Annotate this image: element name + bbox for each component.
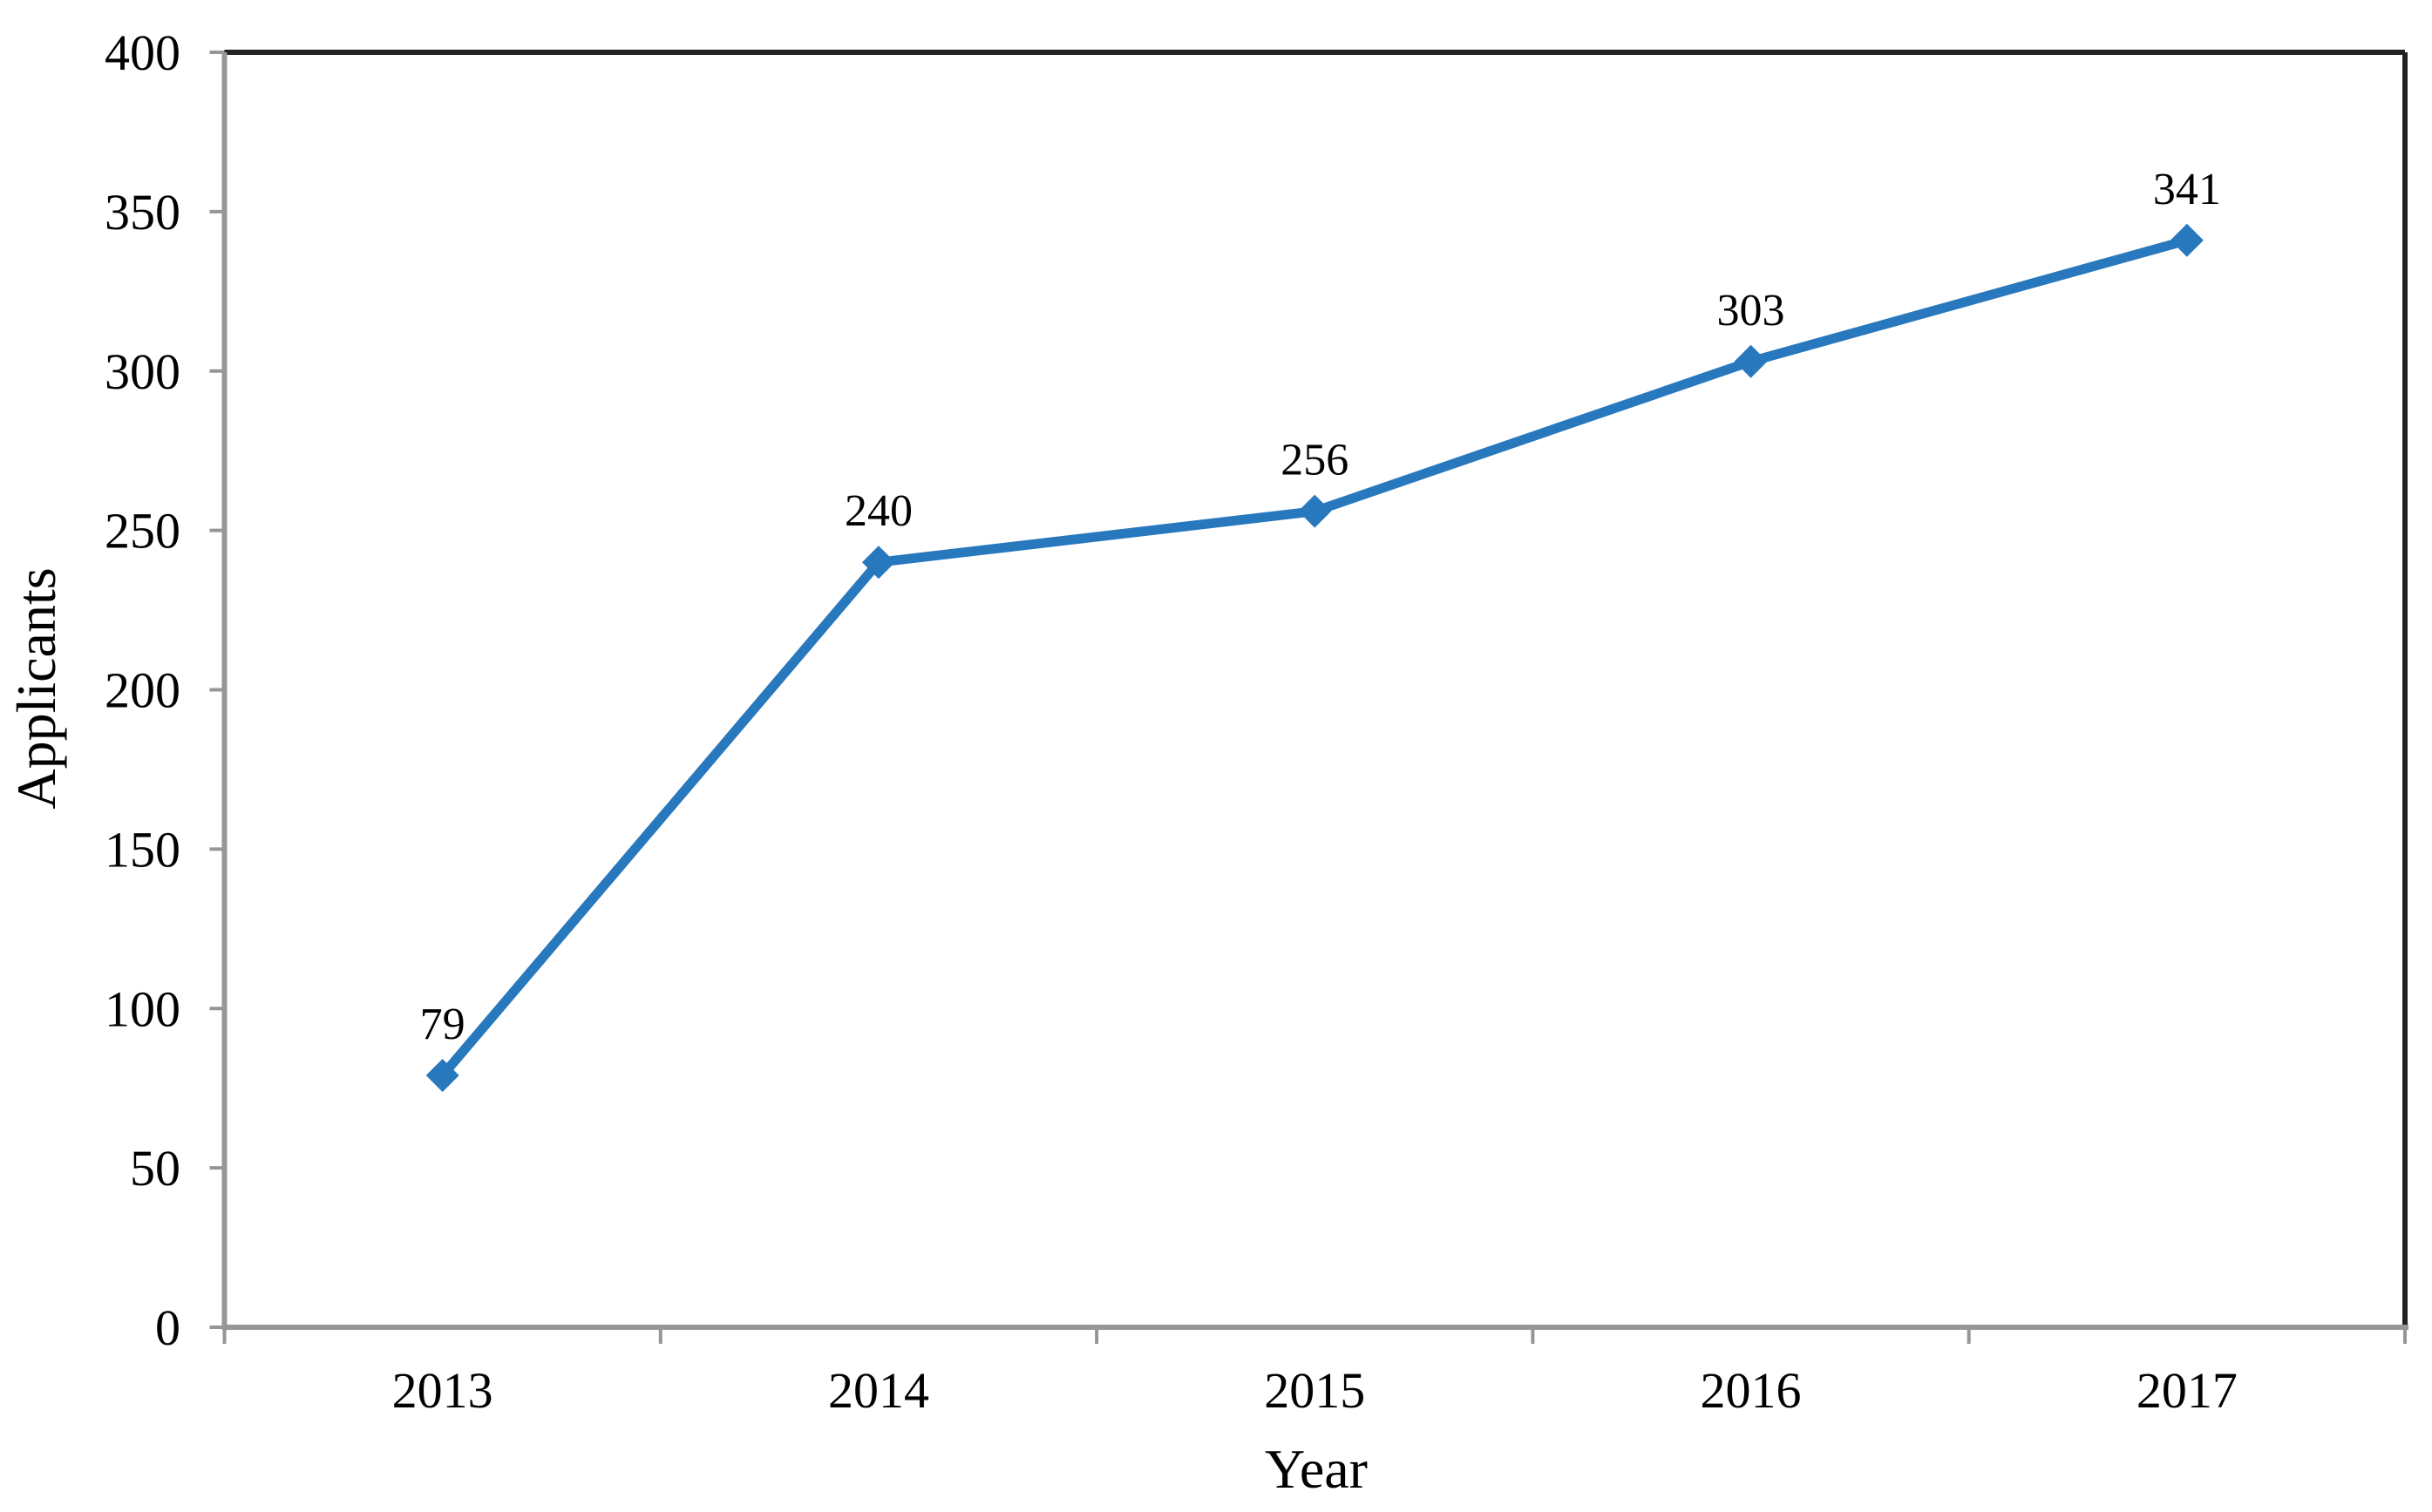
data-point-label: 256: [1281, 436, 1348, 485]
x-tick-label: 2016: [1701, 1362, 1802, 1419]
y-tick-label: 200: [105, 662, 180, 719]
data-point-marker: [1734, 344, 1768, 378]
data-point-label: 303: [1717, 286, 1785, 336]
data-point-marker: [2170, 223, 2204, 257]
y-tick-label: 350: [105, 184, 180, 241]
x-axis-title: Year: [1265, 1438, 1368, 1500]
y-tick-label: 50: [130, 1140, 180, 1197]
y-tick-label: 300: [105, 343, 180, 400]
x-tick-label: 2013: [392, 1362, 493, 1419]
data-point-label: 240: [845, 486, 913, 536]
x-tick-label: 2015: [1264, 1362, 1365, 1419]
data-point-marker: [861, 546, 895, 580]
data-point-marker: [425, 1059, 459, 1093]
y-tick-label: 250: [105, 503, 180, 559]
data-point-label: 79: [420, 1000, 465, 1049]
x-tick-label: 2014: [828, 1362, 929, 1419]
series-line: [438, 235, 2192, 1081]
y-tick-label: 100: [105, 980, 180, 1037]
y-tick-label: 150: [105, 821, 180, 878]
x-tick-label: 2017: [2136, 1362, 2238, 1419]
data-point-marker: [1298, 494, 1332, 528]
data-point-label: 341: [2153, 165, 2221, 214]
y-tick-label: 400: [105, 24, 180, 81]
y-tick-label: 0: [155, 1299, 180, 1356]
y-axis-title: Applicants: [5, 567, 67, 810]
